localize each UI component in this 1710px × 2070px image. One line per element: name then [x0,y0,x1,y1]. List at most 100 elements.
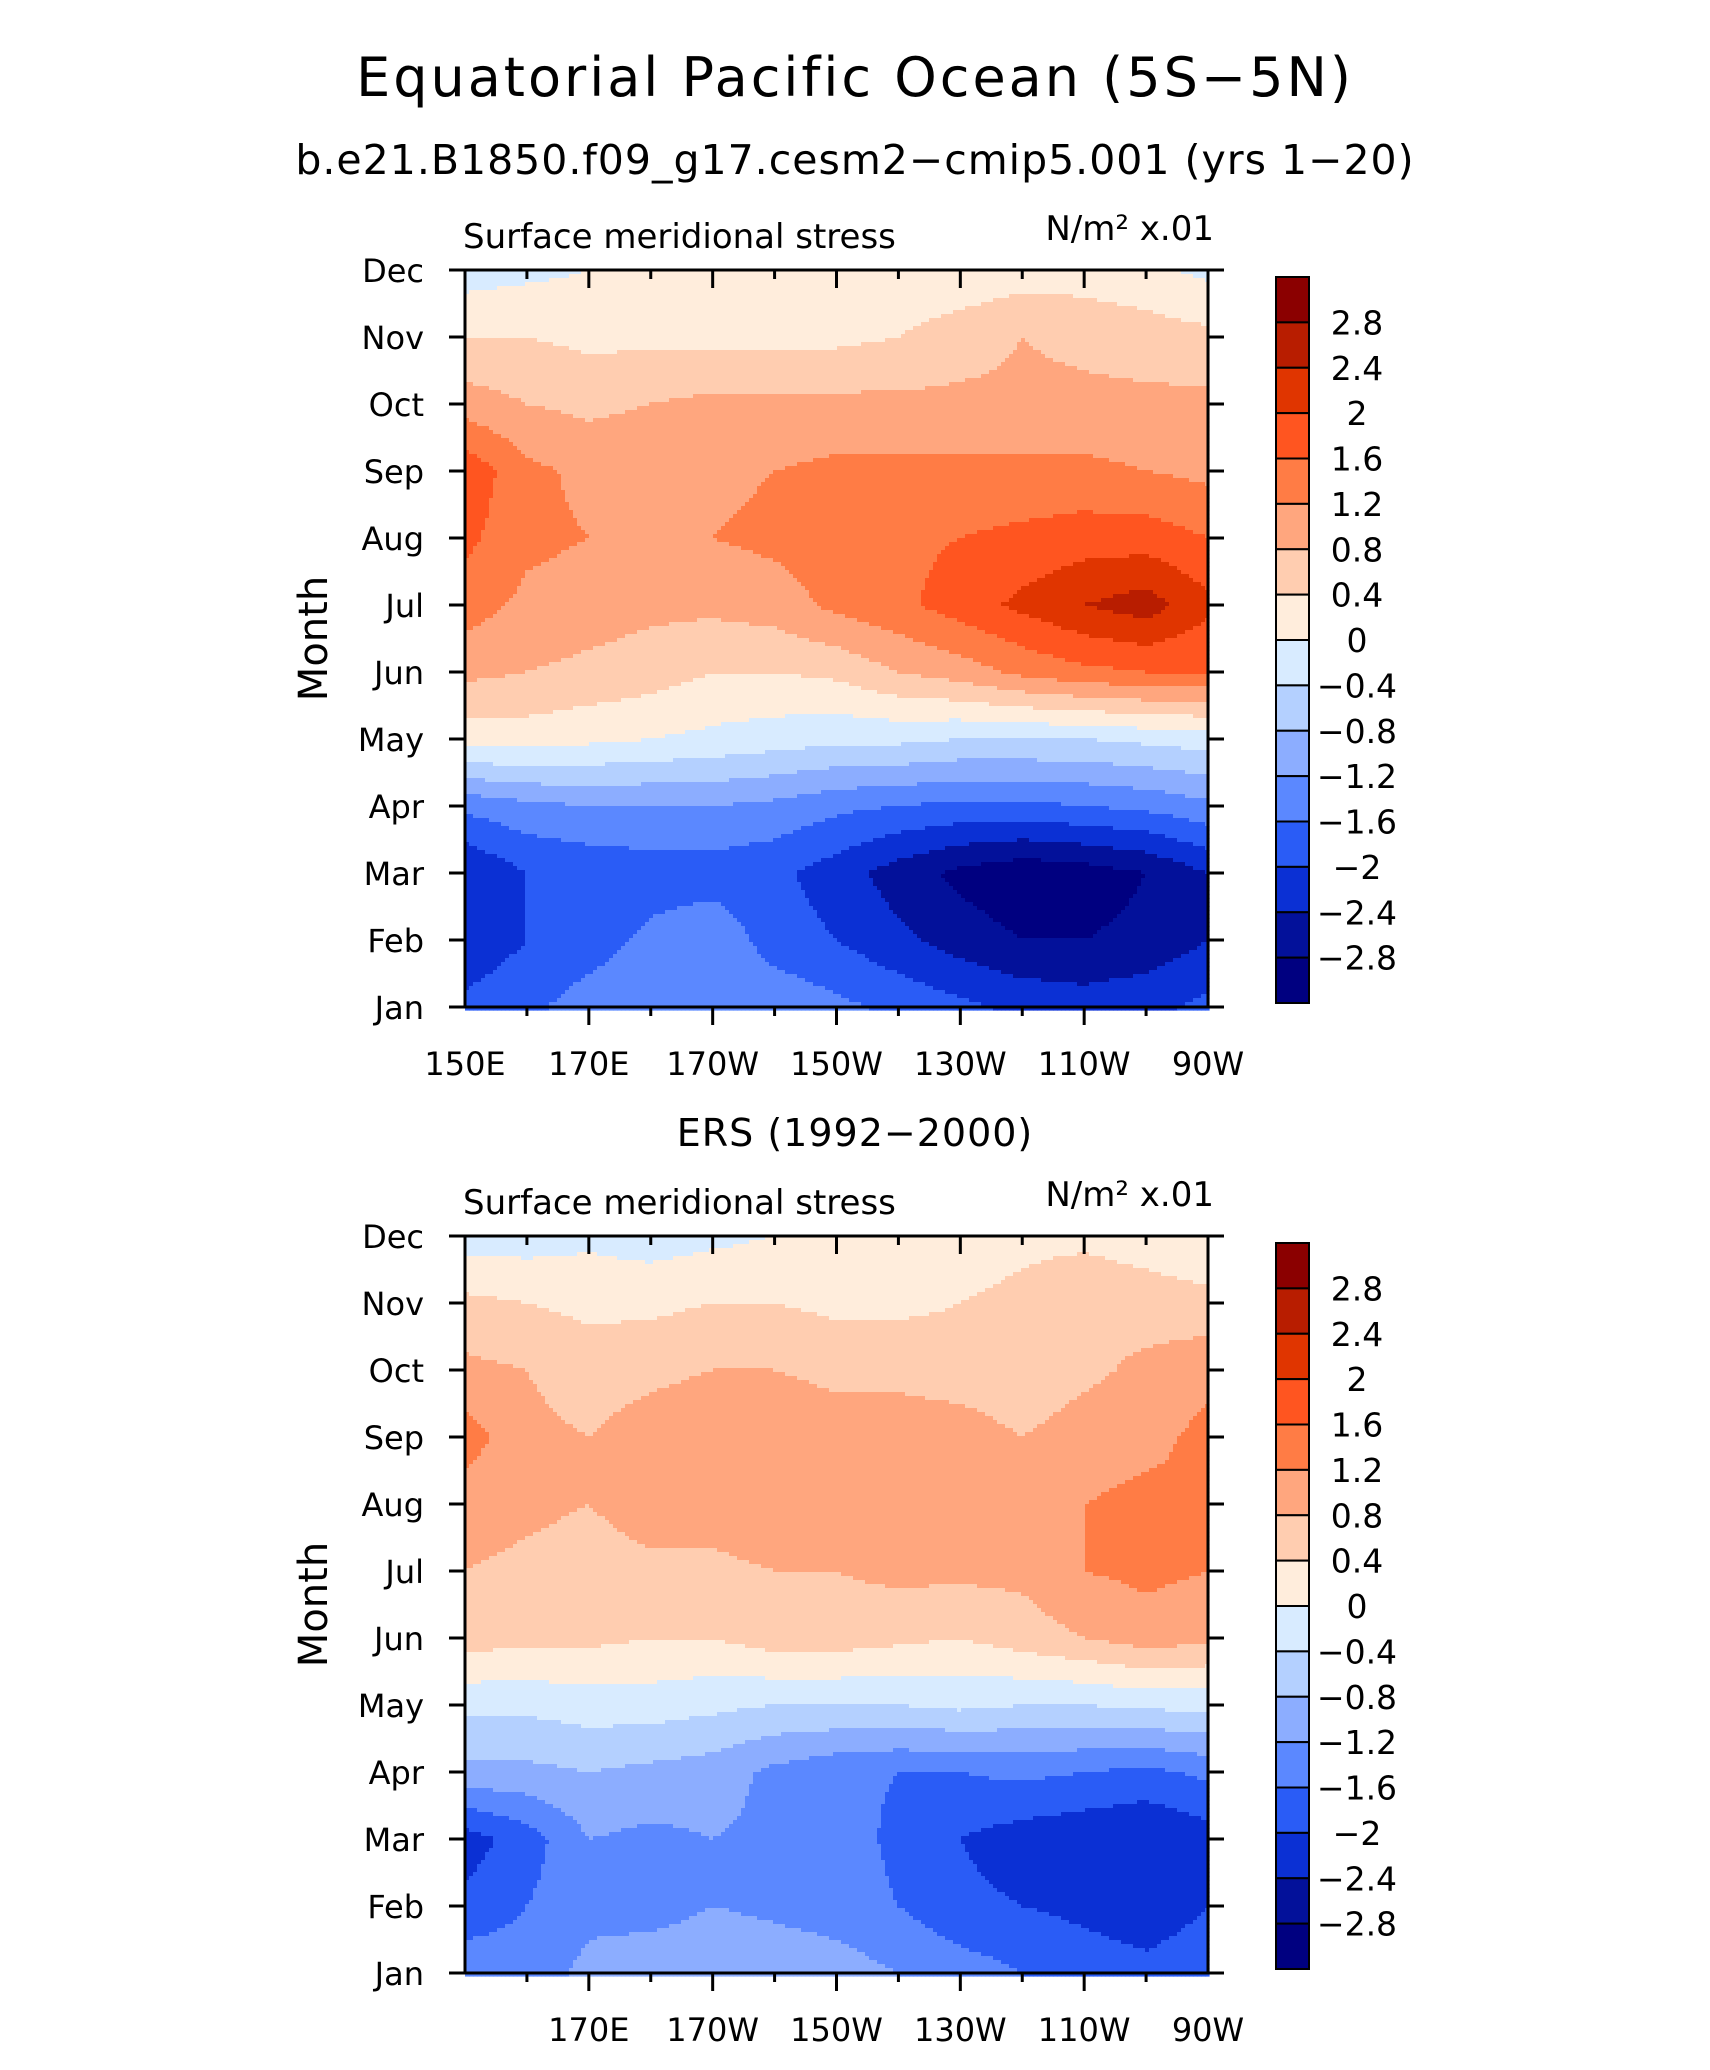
contour-field [465,1236,1210,1977]
colorbar-label: 0.4 [1331,576,1383,615]
colorbar-label: 0.8 [1331,1496,1383,1535]
y-tick-label: May [358,1687,424,1725]
colorbar-label: 0.8 [1331,530,1383,569]
colorbar-box [1276,368,1309,413]
panel-ers-contour: Dec Nov Oct Sep Aug Jul Jun May Apr Mar Feb Jan 170E… [0,970,1710,2070]
y-tick-label: Jan [373,1955,424,1993]
colorbar-label: 0.4 [1331,1542,1383,1581]
colorbar-box [1276,1515,1309,1560]
y-tick-label: Mar [364,855,425,893]
y-tick-label: Jul [383,1553,424,1591]
colorbar-label: 1.2 [1331,1451,1383,1490]
colorbar-label: 1.6 [1331,1406,1383,1445]
y-tick-label: Dec [362,252,424,290]
colorbar-box [1276,1561,1309,1606]
colorbar-box [1276,1243,1309,1288]
y-tick-label: Feb [367,922,424,960]
y-tick-label: Apr [369,788,425,826]
colorbar-label: −1.6 [1317,1769,1397,1808]
colorbar-box [1276,1334,1309,1379]
colorbar-label: −0.4 [1317,1632,1397,1671]
y-tick-label: Mar [364,1821,425,1859]
colorbar-label: −2.8 [1317,1905,1397,1944]
x-tick-label: 110W [1038,2011,1131,2049]
y-tick-label: Jun [372,654,424,692]
colorbar-box [1276,822,1309,867]
colorbar-label: −0.8 [1317,1678,1397,1717]
y-tick-label: Nov [362,1285,424,1323]
colorbar-label: 0 [1347,1587,1368,1626]
y-tick-label: Sep [364,1419,424,1457]
colorbar-label: −2 [1333,848,1382,887]
colorbar-box [1276,776,1309,821]
colorbar [1276,277,1309,1003]
x-tick-label: 170E [548,2011,629,2049]
colorbar-label: 1.6 [1331,440,1383,479]
colorbar-box [1276,1470,1309,1515]
colorbar-box [1276,731,1309,776]
y-tick-label: Aug [362,520,424,558]
panel-model-contour: DecNovOctSepAugJulJunMayAprMarFebJan150E… [0,0,1710,1020]
y-axis-label: Month [291,1542,337,1667]
colorbar-box [1276,1833,1309,1878]
colorbar-label: 0 [1347,621,1368,660]
colorbar-label: −1.6 [1317,803,1397,842]
left-string: Surface meridional stress [463,1183,896,1223]
y-tick-label: Jun [372,1620,424,1658]
left-string: Surface meridional stress [463,217,896,257]
colorbar-label: −2.4 [1317,1859,1397,1898]
right-string: N/m² x.01 [1045,1175,1214,1215]
colorbar-label: 2.8 [1331,1269,1383,1308]
colorbar-label: −0.4 [1317,666,1397,705]
colorbar-label: −1.2 [1317,757,1397,796]
right-string: N/m² x.01 [1045,209,1214,249]
colorbar-label: 2.8 [1331,303,1383,342]
colorbar-box [1276,912,1309,957]
colorbar-box [1276,1379,1309,1424]
x-tick-label: 170W [666,2011,759,2049]
y-tick-label: Nov [362,319,424,357]
colorbar-label: 2.4 [1331,1315,1383,1354]
colorbar-box [1276,277,1309,322]
y-tick-label: Oct [369,1352,424,1390]
colorbar-box [1276,413,1309,458]
colorbar-box [1276,322,1309,367]
colorbar-label: −1.2 [1317,1723,1397,1762]
colorbar-box [1276,685,1309,730]
colorbar-box [1276,640,1309,685]
colorbar [1276,1243,1309,1969]
colorbar-box [1276,867,1309,912]
colorbar-label: −2 [1333,1814,1382,1853]
x-tick-label: 130W [914,2011,1007,2049]
colorbar-label: 2 [1347,1360,1368,1399]
y-tick-label: Jul [383,587,424,625]
colorbar-box [1276,1924,1309,1969]
y-tick-label: Feb [367,1888,424,1926]
contour-field [465,270,1210,1011]
colorbar-label: 2.4 [1331,349,1383,388]
colorbar-box [1276,1742,1309,1787]
colorbar-label: −2.4 [1317,893,1397,932]
x-tick-label: 90W [1172,2011,1244,2049]
colorbar-box [1276,1288,1309,1333]
colorbar-box [1276,1651,1309,1696]
y-tick-label: Dec [362,1218,424,1256]
colorbar-box [1276,1788,1309,1833]
colorbar-box [1276,1425,1309,1470]
y-tick-label: May [358,721,424,759]
y-tick-label: Oct [369,386,424,424]
colorbar-box [1276,459,1309,504]
colorbar-label: 2 [1347,394,1368,433]
colorbar-label: 1.2 [1331,485,1383,524]
colorbar-box [1276,1606,1309,1651]
colorbar-box [1276,549,1309,594]
colorbar-box [1276,1697,1309,1742]
y-tick-label: Sep [364,453,424,491]
y-tick-label: Apr [369,1754,425,1792]
colorbar-box [1276,595,1309,640]
y-axis-label: Month [291,576,337,701]
colorbar-box [1276,504,1309,549]
y-tick-label: Aug [362,1486,424,1524]
x-tick-label: 150W [790,2011,883,2049]
colorbar-label: −0.8 [1317,712,1397,751]
